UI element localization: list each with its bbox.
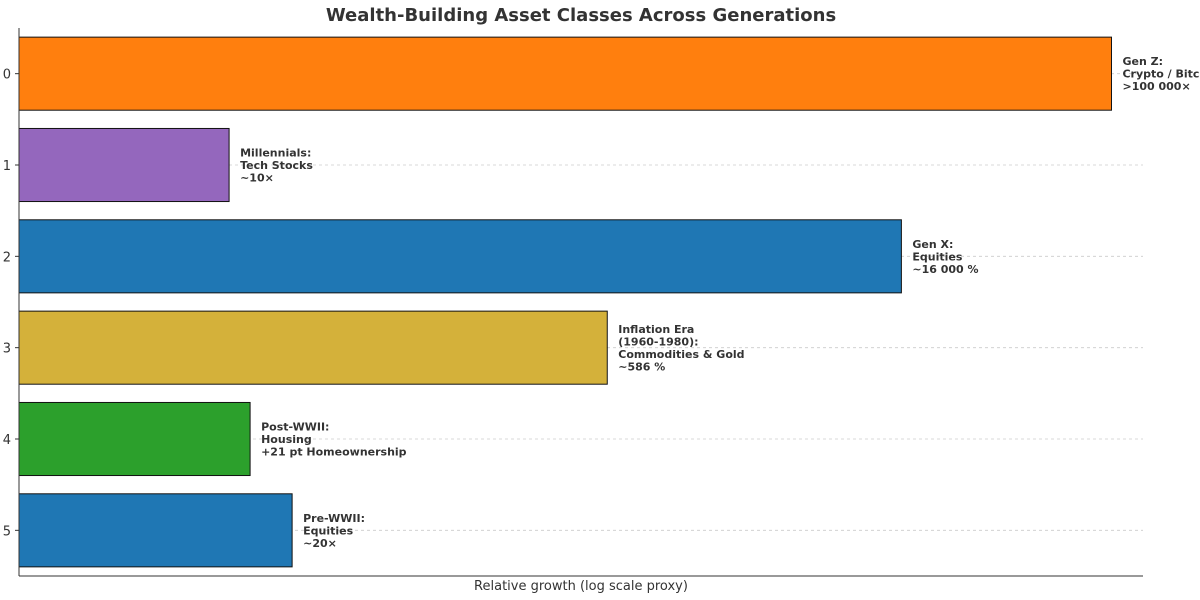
bar-label-line: ~10× (240, 172, 274, 185)
bar-label-line: ~16 000 % (912, 263, 978, 276)
y-tick-label: 5 (3, 524, 11, 539)
bar-label-line: Housing (261, 433, 312, 446)
y-tick-labels: 0 1 2 3 4 5 (3, 68, 19, 539)
bar-3 (18, 310, 608, 385)
bar-1 (18, 127, 230, 203)
bar-label-line: Inflation Era (618, 323, 694, 336)
bar-label-line: ~586 % (618, 360, 665, 373)
bar-label-line: (1960-1980): (618, 335, 698, 348)
bar-label-line: >100 000× (1122, 80, 1190, 93)
y-tick-label: 4 (3, 433, 11, 448)
bar-label-line: Gen Z: (1122, 55, 1163, 68)
bars-group (18, 36, 1112, 568)
y-tick-label: 3 (3, 342, 11, 357)
bar-label-line: ~20× (303, 537, 337, 550)
y-tick-label: 1 (3, 159, 11, 174)
bar-label-5: Pre-WWII: Equities ~20× (303, 512, 365, 550)
bar-label-line: Equities (912, 250, 962, 263)
bar-label-line: +21 pt Homeownership (261, 446, 407, 459)
bar-4 (18, 401, 251, 477)
x-axis-label: Relative growth (log scale proxy) (474, 579, 688, 594)
bar-label-line: Post-WWII: (261, 421, 329, 434)
chart-title: Wealth-Building Asset Classes Across Gen… (326, 5, 836, 26)
y-tick-label: 0 (3, 68, 11, 83)
y-tick-label: 2 (3, 250, 11, 265)
bar-annotations: Gen Z:Crypto / Bitcoin>100 000× Millennia… (240, 55, 1200, 550)
bar-label-2: Gen X: Equities ~16 000 % (912, 238, 978, 276)
bar-label-1: Millennials: Tech Stocks ~10× (240, 147, 313, 185)
bar-label-0: Gen Z:Crypto / Bitcoin>100 000× (1122, 55, 1200, 93)
bar-label-line: Gen X: (912, 238, 953, 251)
bar-0 (18, 36, 1112, 111)
bar-2 (18, 219, 902, 294)
bar-label-line: Pre-WWII: (303, 512, 365, 525)
bar-label-line: Commodities & Gold (618, 348, 744, 361)
bar-5 (18, 493, 293, 568)
bar-label-line: Millennials: (240, 147, 311, 160)
bar-label-3: Inflation Era (1960-1980): Commodities & G… (618, 323, 744, 374)
bar-label-4: Post-WWII: Housing +21 pt Homeownership (261, 421, 407, 459)
bar-label-line: Crypto / Bitcoin (1122, 68, 1200, 81)
bar-label-line: Tech Stocks (240, 159, 313, 172)
bar-label-line: Equities (303, 524, 353, 537)
